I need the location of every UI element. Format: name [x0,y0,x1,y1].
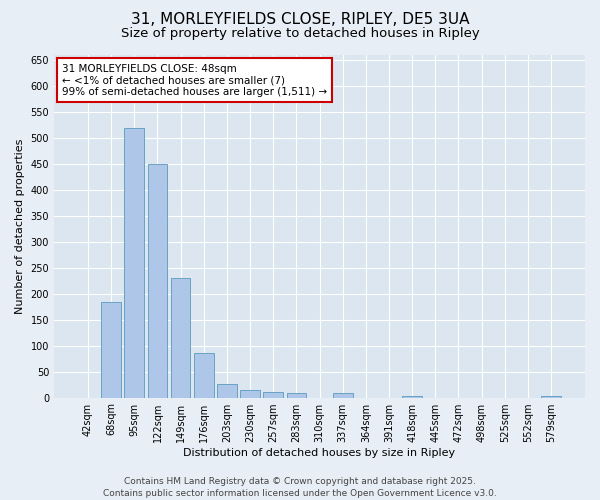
Text: Size of property relative to detached houses in Ripley: Size of property relative to detached ho… [121,28,479,40]
Bar [541,396,561,398]
X-axis label: Distribution of detached houses by size in Ripley: Distribution of detached houses by size … [184,448,455,458]
Bar [217,384,237,398]
Text: 31 MORLEYFIELDS CLOSE: 48sqm
← <1% of detached houses are smaller (7)
99% of sem: 31 MORLEYFIELDS CLOSE: 48sqm ← <1% of de… [62,64,327,97]
Bar [402,396,422,398]
Text: Contains HM Land Registry data © Crown copyright and database right 2025.
Contai: Contains HM Land Registry data © Crown c… [103,476,497,498]
Y-axis label: Number of detached properties: Number of detached properties [15,138,25,314]
Text: 31, MORLEYFIELDS CLOSE, RIPLEY, DE5 3UA: 31, MORLEYFIELDS CLOSE, RIPLEY, DE5 3UA [131,12,469,28]
Bar [240,390,260,398]
Bar [124,128,144,398]
Bar [287,394,306,398]
Bar [263,392,283,398]
Bar [171,278,190,398]
Bar [333,394,353,398]
Bar [194,354,214,398]
Bar [148,164,167,398]
Bar [101,302,121,398]
